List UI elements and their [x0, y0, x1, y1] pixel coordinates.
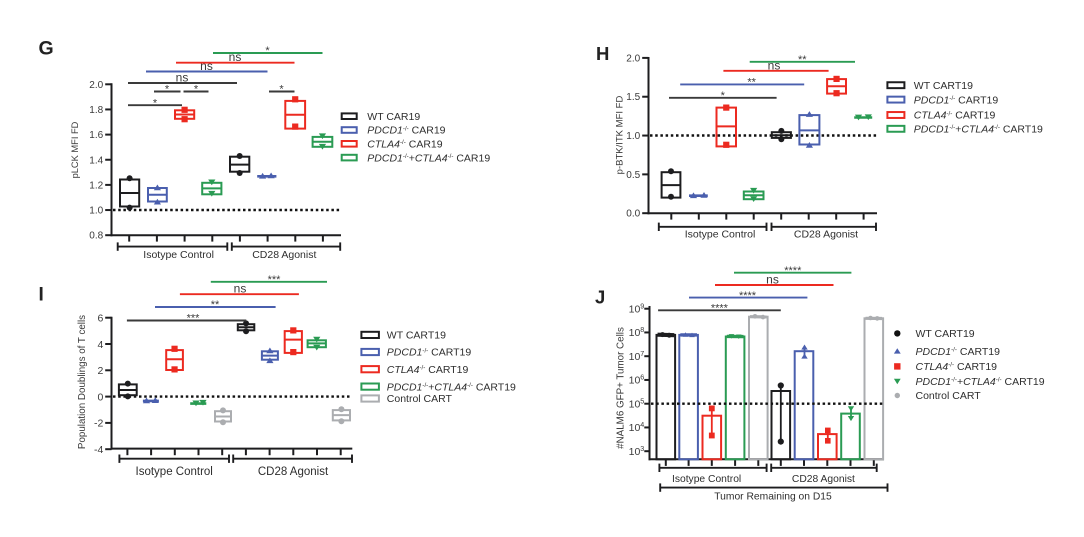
svg-text:*: * — [265, 45, 270, 57]
svg-text:PDCD1-/-+CTLA4-/- CAR19: PDCD1-/-+CTLA4-/- CAR19 — [367, 152, 490, 164]
svg-text:Isotype Control: Isotype Control — [685, 228, 756, 240]
svg-text:1.8: 1.8 — [89, 105, 103, 116]
svg-text:1.0: 1.0 — [89, 206, 103, 217]
svg-text:*: * — [279, 84, 284, 96]
svg-text:I: I — [39, 285, 44, 306]
svg-text:PDCD1-/-+CTLA4-/- CART19: PDCD1-/-+CTLA4-/- CART19 — [914, 124, 1043, 136]
svg-text:ns: ns — [768, 58, 781, 72]
svg-text:CD28 Agonist: CD28 Agonist — [794, 228, 858, 240]
svg-text:2: 2 — [98, 365, 104, 377]
svg-text:1.0: 1.0 — [626, 131, 640, 142]
svg-text:Control CART: Control CART — [387, 393, 453, 405]
svg-text:*: * — [194, 84, 199, 96]
svg-text:1.4: 1.4 — [89, 155, 103, 166]
svg-text:PDCD1-/-+CTLA4-/- CART19: PDCD1-/-+CTLA4-/- CART19 — [916, 376, 1045, 388]
svg-text:2.0: 2.0 — [89, 80, 103, 91]
svg-text:*: * — [165, 84, 170, 96]
svg-text:*: * — [153, 97, 158, 109]
svg-text:***: *** — [268, 274, 282, 286]
svg-text:1.6: 1.6 — [89, 130, 103, 141]
svg-text:Isotype Control: Isotype Control — [672, 474, 741, 485]
svg-text:0.8: 0.8 — [89, 231, 103, 242]
svg-text:*: * — [721, 90, 726, 102]
svg-text:****: **** — [711, 303, 729, 315]
svg-text:p-BTK/ITK MFI FD: p-BTK/ITK MFI FD — [615, 96, 626, 175]
svg-text:-4: -4 — [94, 444, 103, 456]
svg-text:6: 6 — [98, 313, 104, 325]
svg-text:**: ** — [747, 77, 756, 89]
svg-text:J: J — [595, 287, 605, 308]
svg-text:1.2: 1.2 — [89, 180, 103, 191]
svg-text:G: G — [39, 38, 54, 60]
svg-text:PDCD1-/- CART19: PDCD1-/- CART19 — [387, 347, 472, 359]
svg-text:WT CART19: WT CART19 — [916, 328, 975, 340]
svg-text:ns: ns — [200, 59, 213, 73]
svg-text:ns: ns — [176, 71, 189, 85]
svg-text:#NALM6 GFP+ Tumor Cells: #NALM6 GFP+ Tumor Cells — [616, 327, 627, 449]
svg-text:CTLA4-/- CART19: CTLA4-/- CART19 — [916, 361, 998, 373]
svg-text:-2: -2 — [94, 418, 103, 430]
svg-text:4: 4 — [98, 339, 104, 351]
svg-text:CD28 Agonist: CD28 Agonist — [258, 466, 329, 478]
svg-text:**: ** — [798, 54, 807, 66]
svg-text:Control CART: Control CART — [916, 390, 982, 402]
svg-text:WT CART19: WT CART19 — [914, 80, 973, 92]
svg-text:CTLA4-/- CAR19: CTLA4-/- CAR19 — [367, 139, 442, 151]
svg-text:****: **** — [784, 265, 802, 277]
svg-text:***: *** — [187, 313, 201, 325]
svg-text:PDCD1-/- CART19: PDCD1-/- CART19 — [916, 346, 1001, 358]
svg-text:ns: ns — [766, 273, 779, 287]
svg-text:**: ** — [211, 299, 220, 311]
svg-text:Population Doublings of T cell: Population Doublings of T cells — [77, 315, 88, 449]
svg-text:Tumor Remaining on D15: Tumor Remaining on D15 — [714, 492, 832, 503]
svg-text:CTLA4-/- CART19: CTLA4-/- CART19 — [387, 364, 469, 376]
svg-text:CD28 Agonist: CD28 Agonist — [792, 474, 855, 485]
svg-text:0: 0 — [98, 391, 104, 403]
svg-text:pLCK MFI FD: pLCK MFI FD — [70, 121, 80, 178]
svg-text:Isotype Control: Isotype Control — [143, 249, 214, 261]
svg-text:Isotype Control: Isotype Control — [136, 466, 213, 478]
svg-text:H: H — [596, 43, 609, 64]
svg-text:WT CART19: WT CART19 — [387, 330, 446, 342]
svg-text:0.0: 0.0 — [626, 209, 640, 220]
svg-text:PDCD1-/- CART19: PDCD1-/- CART19 — [914, 94, 999, 106]
svg-text:****: **** — [739, 290, 757, 302]
svg-text:WT CAR19: WT CAR19 — [367, 111, 420, 123]
svg-text:CD28 Agonist: CD28 Agonist — [252, 249, 316, 261]
svg-text:2.0: 2.0 — [626, 53, 640, 64]
svg-text:ns: ns — [234, 282, 247, 296]
svg-text:1.5: 1.5 — [626, 92, 640, 103]
svg-text:PDCD1-/-+CTLA4-/- CART19: PDCD1-/-+CTLA4-/- CART19 — [387, 381, 516, 393]
svg-text:0.5: 0.5 — [626, 170, 640, 181]
svg-text:CTLA4-/- CART19: CTLA4-/- CART19 — [914, 110, 996, 122]
